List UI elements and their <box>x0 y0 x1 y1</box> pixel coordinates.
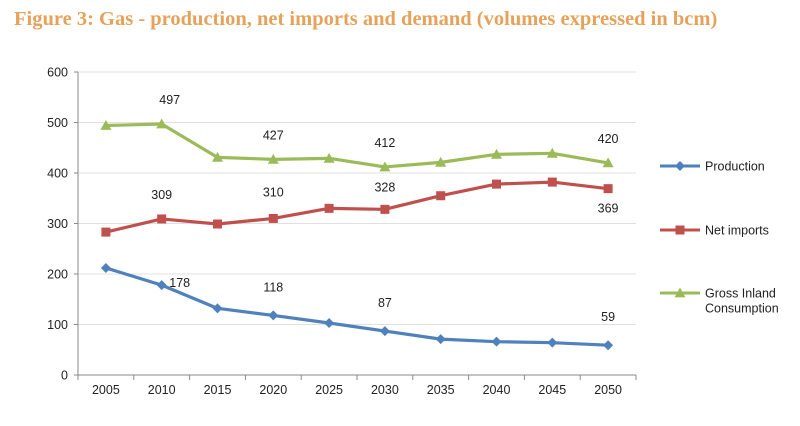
series-line-gross-inland-consumption <box>105 122 609 169</box>
data-point-production <box>268 310 279 321</box>
y-tick-label: 100 <box>47 318 68 332</box>
legend-label: Consumption <box>705 302 779 316</box>
x-tick-label: 2020 <box>259 383 287 397</box>
y-tick-label: 600 <box>47 66 68 80</box>
data-point-gross-inland-consumption <box>212 151 223 162</box>
y-tick-label: 0 <box>61 369 68 383</box>
data-point-gross-inland-consumption <box>546 147 558 158</box>
data-point-production <box>100 262 111 273</box>
data-label-net-imports: 369 <box>598 202 619 216</box>
legend: Production Net imports Gross InlandConsump… <box>660 160 779 316</box>
data-point-production <box>156 280 167 291</box>
legend-label: Net imports <box>705 224 769 238</box>
data-label-net-imports: 310 <box>263 185 284 199</box>
data-labels: 178 118 87 59 309 310 328 369 497 427 412 420 <box>151 93 618 324</box>
data-label-production: 178 <box>169 276 190 290</box>
series-line-production <box>105 266 609 347</box>
y-tick-label: 200 <box>47 268 68 282</box>
data-point-net-imports <box>380 204 390 214</box>
series-group <box>100 118 614 351</box>
data-point-gross-inland-consumption <box>491 148 502 159</box>
legend-item-net-imports: Net imports <box>660 224 769 238</box>
data-point-net-imports <box>436 191 446 201</box>
data-point-gross-inland-consumption <box>323 152 335 163</box>
gridlines <box>78 71 636 325</box>
legend-swatch-marker <box>674 287 686 298</box>
series-line-net-imports <box>105 180 609 234</box>
x-tick-label: 2040 <box>483 383 511 397</box>
x-tick-label: 2035 <box>427 383 455 397</box>
data-label-production: 118 <box>263 280 283 294</box>
x-tick-label: 2045 <box>538 383 566 397</box>
data-label-production: 87 <box>378 296 392 310</box>
x-tick-label: 2015 <box>204 383 232 397</box>
data-point-gross-inland-consumption <box>267 153 279 164</box>
data-point-gross-inland-consumption <box>100 120 112 130</box>
data-label-gross-inland-consumption: 420 <box>598 132 619 146</box>
y-tick-label: 300 <box>47 217 68 231</box>
x-tick-label: 2010 <box>148 383 176 397</box>
data-point-production <box>547 337 558 348</box>
data-point-production <box>491 336 502 347</box>
data-label-gross-inland-consumption: 412 <box>374 136 395 150</box>
x-tick-label: 2030 <box>371 383 399 397</box>
data-point-net-imports <box>324 203 334 213</box>
data-point-gross-inland-consumption <box>379 161 391 172</box>
data-label-production: 59 <box>601 310 615 324</box>
data-label-net-imports: 309 <box>151 188 172 202</box>
x-tick-label: 2025 <box>315 383 343 397</box>
y-tick-label: 500 <box>47 116 68 130</box>
legend-swatch-marker <box>675 225 685 235</box>
data-label-net-imports: 328 <box>374 180 395 194</box>
data-point-net-imports <box>492 179 501 189</box>
y-tick-label: 400 <box>47 167 68 181</box>
data-point-net-imports <box>547 177 557 187</box>
data-point-gross-inland-consumption <box>156 118 168 129</box>
data-point-net-imports <box>213 219 222 229</box>
x-tick-label: 2005 <box>92 383 120 397</box>
data-point-gross-inland-consumption <box>602 157 614 168</box>
legend-item-production: Production <box>660 160 765 174</box>
data-point-net-imports <box>268 213 278 223</box>
data-point-gross-inland-consumption <box>435 156 447 167</box>
legend-label: Gross Inland <box>705 287 776 301</box>
legend-swatch-marker <box>675 161 685 171</box>
legend-label: Production <box>705 160 765 174</box>
data-point-production <box>379 326 390 337</box>
data-point-net-imports <box>603 184 613 194</box>
data-point-net-imports <box>101 227 111 237</box>
x-tick-label: 2050 <box>594 383 622 397</box>
x-axis-ticks: 2005 2010 2015 2020 2025 2030 2035 2040 2045 2050 <box>77 375 637 397</box>
data-point-production <box>435 334 446 345</box>
data-label-gross-inland-consumption: 427 <box>263 128 284 142</box>
data-point-production <box>603 340 614 351</box>
data-point-production <box>324 317 335 328</box>
data-label-gross-inland-consumption: 497 <box>159 93 180 107</box>
data-point-net-imports <box>157 214 167 224</box>
y-axis-ticks: 0 100 200 300 400 500 600 <box>47 66 78 383</box>
data-point-production <box>212 303 223 314</box>
chart-title: Figure 3: Gas - production, net imports … <box>14 8 718 30</box>
